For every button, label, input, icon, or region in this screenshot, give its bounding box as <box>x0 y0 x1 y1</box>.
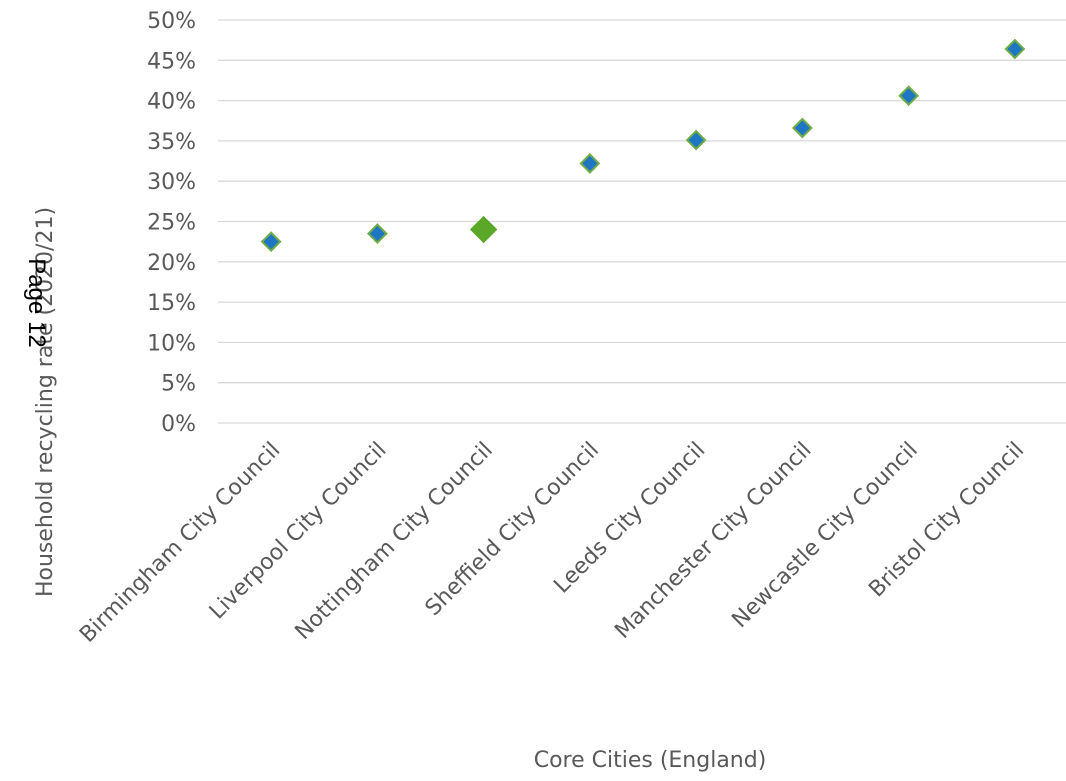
page-number-label: Page 12 <box>23 258 50 347</box>
y-tick-label: 0% <box>161 412 196 437</box>
data-points <box>260 38 1026 253</box>
gridlines <box>218 19 1066 424</box>
data-point <box>366 223 388 245</box>
data-point <box>469 215 498 244</box>
y-tick-label: 30% <box>147 170 196 195</box>
data-point <box>685 129 707 151</box>
y-tick-label: 15% <box>147 291 196 316</box>
x-category-label: Sheffield City Council <box>421 438 604 621</box>
data-point <box>579 153 601 174</box>
y-tick-label: 25% <box>147 211 196 236</box>
data-point <box>791 117 813 139</box>
x-category-label: Liverpool City Council <box>205 438 392 625</box>
y-tick-label: 40% <box>147 90 196 115</box>
data-point <box>898 85 920 107</box>
data-point <box>260 231 282 253</box>
x-category-label: Nottingham City Council <box>291 438 498 645</box>
y-tick-label: 20% <box>147 251 196 276</box>
x-category-label: Manchester City Council <box>610 438 816 644</box>
y-tick-label: 10% <box>147 331 196 356</box>
y-tick-label: 50% <box>147 9 196 34</box>
y-axis-title: Household recycling rate (2020/21) <box>33 207 58 597</box>
y-tick-label: 35% <box>147 130 196 155</box>
x-axis-title: Core Cities (England) <box>534 748 767 773</box>
x-category-label: Birmingham City Council <box>75 438 285 648</box>
x-category-label: Newcastle City Council <box>727 438 922 633</box>
y-tick-label: 45% <box>147 49 196 74</box>
y-axis-tick-labels: 0% 5% 10% 15% 20% 25% 30% 35% 40% 45% 50% <box>147 9 196 437</box>
y-tick-label: 5% <box>161 372 196 397</box>
data-point <box>1004 38 1026 60</box>
